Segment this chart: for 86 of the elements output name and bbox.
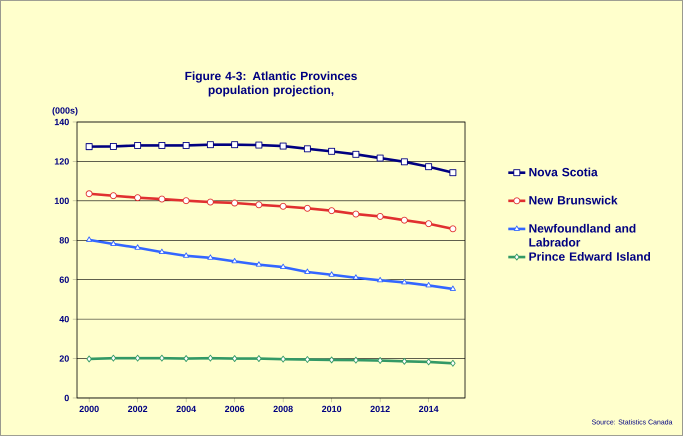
point — [280, 356, 286, 363]
point — [232, 355, 238, 362]
x-tick-label: 2014 — [418, 406, 439, 412]
point — [182, 197, 190, 204]
point — [86, 236, 92, 242]
point — [376, 154, 384, 162]
y-axis-title: (000s) — [52, 107, 78, 116]
point — [449, 169, 456, 176]
point — [353, 356, 359, 364]
point — [255, 201, 262, 208]
y-tick-label: 80 — [60, 237, 69, 244]
point — [158, 196, 166, 203]
point — [158, 142, 166, 149]
point — [449, 225, 456, 232]
point — [256, 261, 262, 267]
y-tick-label: 0 — [64, 394, 69, 402]
point — [328, 356, 334, 364]
point — [134, 142, 142, 149]
point — [158, 248, 165, 254]
point — [231, 141, 238, 148]
point — [231, 200, 238, 206]
point — [425, 220, 432, 228]
y-tick-label: 100 — [54, 198, 69, 204]
point — [183, 355, 189, 362]
point — [304, 204, 311, 212]
point — [110, 192, 117, 200]
point — [110, 354, 116, 362]
point — [207, 254, 214, 260]
y-tick-label: 140 — [54, 118, 69, 126]
legend-label: Nova Scotia — [529, 168, 598, 176]
point — [400, 158, 408, 166]
point — [450, 286, 456, 291]
point — [110, 142, 117, 150]
point — [304, 356, 310, 363]
x-tick-label: 2000 — [79, 406, 99, 412]
chart-title: Figure 4-3: Atlantic Provinces population projection, — [185, 71, 357, 96]
x-tick-label: 2008 — [273, 406, 293, 412]
point — [256, 355, 262, 362]
x-tick-label: 2004 — [176, 406, 196, 412]
y-tick-label: 40 — [59, 316, 69, 322]
point — [86, 356, 92, 362]
point — [134, 244, 141, 250]
point — [206, 198, 214, 206]
point — [208, 354, 214, 362]
point — [206, 141, 214, 148]
point — [280, 264, 286, 270]
y-tick-label: 20 — [60, 355, 69, 362]
point — [304, 268, 310, 274]
point — [377, 357, 383, 364]
point — [450, 360, 456, 367]
point — [280, 142, 287, 150]
point — [134, 194, 142, 202]
point — [183, 252, 190, 258]
point — [352, 274, 359, 280]
point — [86, 190, 93, 198]
y-tick-label: 120 — [54, 158, 69, 165]
x-tick-label: 2012 — [370, 406, 390, 412]
legend-label: Newfoundland and Labrador — [529, 224, 636, 247]
point — [377, 276, 384, 282]
point — [328, 148, 336, 155]
point — [134, 354, 140, 362]
point — [232, 258, 238, 264]
point — [182, 142, 190, 149]
point — [401, 279, 408, 284]
point — [376, 212, 384, 220]
point — [159, 354, 165, 362]
x-tick-label: 2010 — [322, 406, 342, 412]
point — [110, 240, 116, 246]
point — [426, 282, 432, 288]
legend-label: Prince Edward Island — [529, 252, 650, 261]
point — [280, 202, 287, 210]
legend-label: New Brunswick — [529, 196, 618, 204]
y-tick-label: 60 — [60, 276, 69, 283]
point — [426, 358, 432, 366]
x-tick-label: 2006 — [224, 406, 244, 412]
point — [304, 145, 311, 152]
point — [352, 150, 360, 158]
point — [425, 163, 432, 170]
point — [402, 358, 408, 365]
point — [255, 142, 262, 148]
point — [400, 216, 408, 224]
x-tick-label: 2002 — [128, 406, 148, 412]
point — [86, 143, 93, 150]
point — [328, 271, 335, 277]
point — [328, 207, 336, 214]
point — [352, 210, 360, 218]
